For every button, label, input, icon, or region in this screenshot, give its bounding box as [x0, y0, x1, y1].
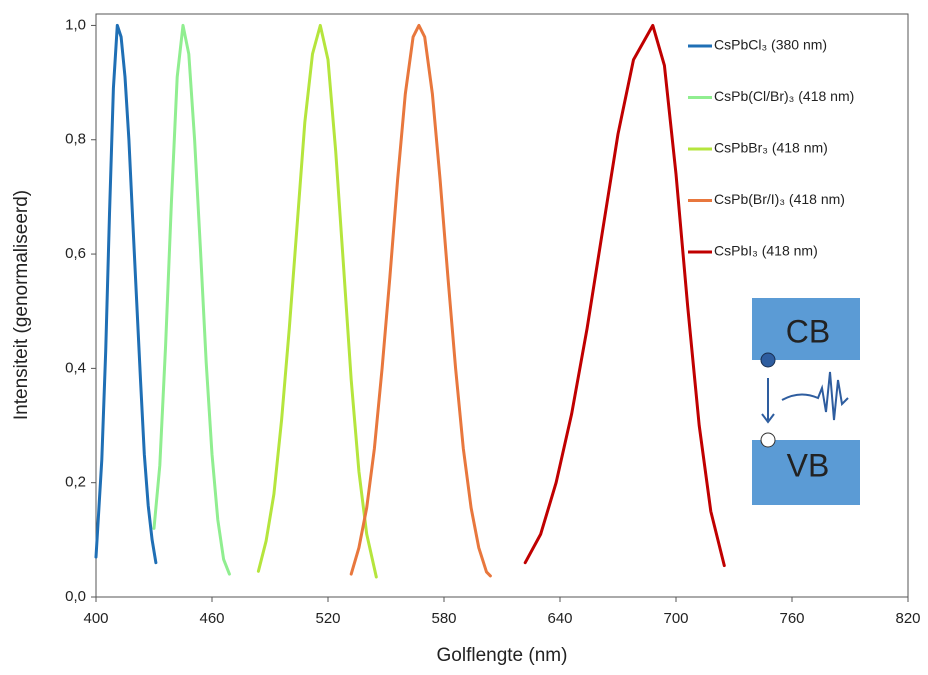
x-tick-label: 520 [315, 610, 340, 627]
hole [760, 432, 776, 448]
y-tick-label: 0,4 [65, 359, 86, 376]
x-tick-label: 580 [431, 610, 456, 627]
vb-box [752, 440, 860, 505]
y-axis-title: Intensiteit (genormaliseerd) [11, 190, 32, 420]
cb-label: CB [786, 313, 830, 349]
x-tick-label: 700 [663, 610, 688, 627]
x-tick-label: 640 [547, 610, 572, 627]
photon-wave [781, 371, 849, 421]
x-axis-title: Golflengte (nm) [437, 645, 568, 666]
legend-label: CsPb(Cl/Br)₃ (418 nm) [714, 88, 854, 104]
series-line [94, 23, 158, 565]
y-tick-label: 0,8 [65, 131, 86, 148]
y-tick-label: 0,2 [65, 474, 86, 491]
legend-label: CsPbBr₃ (418 nm) [714, 140, 828, 156]
series-line [349, 23, 492, 578]
x-tick-label: 820 [895, 610, 920, 627]
series-line [523, 23, 726, 568]
series-line [256, 23, 378, 579]
x-tick-label: 400 [83, 610, 108, 627]
arrow-head [761, 413, 775, 424]
y-tick-label: 1,0 [65, 16, 86, 33]
legend-label: CsPb(Br/I)₃ (418 nm) [714, 191, 845, 207]
cb-box [752, 298, 860, 360]
electron [760, 352, 776, 368]
legend-label: CsPbCl₃ (380 nm) [714, 37, 827, 53]
x-tick-label: 760 [779, 610, 804, 627]
plot-frame [95, 13, 909, 598]
x-tick-label: 460 [199, 610, 224, 627]
legend-label: CsPbI₃ (418 nm) [714, 243, 818, 259]
series-line [152, 23, 231, 576]
band-diagram: CB VB [752, 298, 860, 505]
y-tick-label: 0,6 [65, 245, 86, 262]
y-tick-label: 0,0 [65, 588, 86, 605]
vb-label: VB [787, 447, 830, 483]
